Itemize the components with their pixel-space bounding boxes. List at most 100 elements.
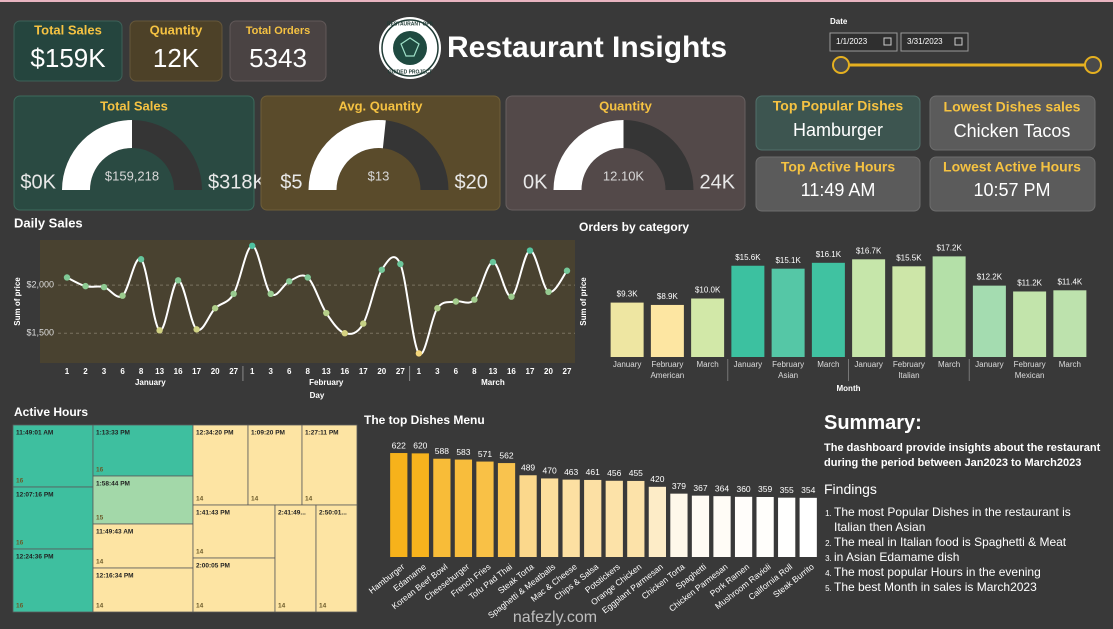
treemap-tile — [92, 523, 194, 569]
x-tick-label: February — [893, 360, 925, 369]
treemap-tile — [192, 424, 249, 506]
bar-value-label: $15.1K — [775, 256, 801, 265]
y-tick-label: $1,500 — [26, 328, 54, 338]
slider-handle[interactable] — [832, 56, 850, 74]
treemap-tile — [12, 548, 94, 613]
line-point — [174, 277, 182, 284]
x-tick-label: March — [817, 360, 839, 369]
line-point — [100, 283, 108, 291]
summary: Summary: The dashboard provide insights … — [824, 412, 1106, 595]
bar-value-label: $9.3K — [617, 290, 639, 299]
line-point — [323, 309, 330, 317]
tile-value: 14 — [96, 603, 104, 610]
slider-handle[interactable] — [1084, 56, 1102, 74]
x-tick-label: February — [772, 360, 804, 369]
line-point — [545, 288, 552, 296]
calendar-icon[interactable] — [954, 37, 963, 46]
line-point — [378, 266, 386, 273]
gauge-fill — [62, 120, 132, 190]
gauge-min: $0K — [20, 171, 56, 193]
x-tick-label: 13 — [155, 367, 164, 376]
tile-label: 11:49:01 AM — [16, 430, 53, 437]
date-label: Date — [830, 17, 848, 26]
kpi-value: 5343 — [249, 43, 307, 73]
line-point — [248, 242, 256, 249]
line-point — [193, 326, 200, 333]
x-group-label: January — [135, 378, 166, 387]
tile-value: 14 — [278, 603, 286, 610]
bar-value-label: 355 — [780, 485, 794, 495]
x-tick-label: 20 — [544, 367, 553, 376]
bar-value-label: 588 — [435, 446, 449, 456]
bar — [972, 285, 1006, 357]
line-point — [156, 327, 163, 334]
bar-value-label: $17.2K — [936, 243, 962, 252]
x-tick-label: 8 — [139, 367, 144, 376]
x-tick-label: 8 — [472, 367, 477, 376]
tile-value: 16 — [16, 540, 24, 547]
findings-title: Findings — [824, 481, 877, 497]
bar — [627, 480, 645, 557]
tile-label: 2:41:49... — [278, 510, 306, 517]
calendar-icon[interactable] — [883, 37, 892, 46]
line-point — [230, 290, 237, 298]
finding: in Asian Edamame dish — [834, 550, 1106, 565]
bar — [497, 463, 516, 557]
x-tick-label: February — [651, 360, 683, 369]
card-label: Lowest Active Hours — [943, 159, 1081, 175]
date-start[interactable]: 1/1/2023 — [836, 37, 868, 46]
bar — [771, 268, 805, 357]
gauge-min: 0K — [523, 171, 548, 193]
date-end[interactable]: 3/31/2023 — [907, 37, 943, 46]
chart-title: The top Dishes Menu — [364, 413, 485, 427]
x-tick-label: 13 — [488, 367, 497, 376]
line-point — [211, 305, 219, 312]
bar-value-label: $12.2K — [977, 273, 1003, 282]
x-tick-label: February — [1014, 360, 1046, 369]
info-card — [929, 156, 1096, 212]
x-tick-label: 20 — [211, 367, 220, 376]
tile-label: 1:13:33 PM — [96, 430, 130, 437]
bar — [433, 458, 451, 557]
x-tick-label: 17 — [192, 367, 201, 376]
x-tick-label: 3 — [435, 367, 440, 376]
tile-label: 2:00:05 PM — [196, 563, 230, 570]
tile-label: 11:49:43 AM — [96, 529, 133, 536]
x-group-label: Mexican — [1015, 371, 1045, 380]
tile-value: 14 — [196, 496, 204, 503]
findings-list: The most Popular Dishes in the restauran… — [824, 505, 1106, 595]
bar-value-label: 379 — [672, 481, 686, 491]
x-tick-label: March — [938, 360, 960, 369]
bar-value-label: 571 — [478, 449, 492, 459]
line-point — [82, 282, 89, 290]
info-card — [929, 95, 1096, 151]
bar-value-label: $11.4K — [1057, 277, 1082, 286]
x-tick-label: 16 — [340, 367, 349, 376]
bar-value-label: 455 — [629, 468, 643, 478]
gauge-title: Total Sales — [100, 98, 168, 113]
kpi-card — [229, 20, 327, 82]
treemap-tile — [92, 424, 194, 477]
chart-title: Orders by category — [579, 220, 689, 234]
x-tick-label: 17 — [359, 367, 368, 376]
tile-label: 12:16:34 PM — [96, 573, 134, 580]
kpi-label: Total Orders — [246, 25, 311, 37]
x-tick-label: 17 — [526, 367, 535, 376]
bar — [892, 266, 926, 357]
x-tick-label: 13 — [322, 367, 331, 376]
tile-value: 14 — [96, 559, 104, 566]
kpi-card — [129, 20, 223, 82]
bar — [731, 265, 765, 357]
date-input[interactable] — [900, 32, 969, 52]
kpi-label: Total Sales — [34, 22, 102, 37]
line-point — [119, 292, 126, 299]
bar-value-label: 360 — [736, 484, 750, 494]
bar-value-label: $15.5K — [896, 253, 922, 262]
line-point — [360, 320, 367, 327]
bar — [691, 495, 710, 557]
date-input[interactable] — [829, 32, 898, 52]
finding: The best Month in sales is March2023 — [834, 580, 1106, 595]
bar-value-label: 359 — [758, 484, 772, 494]
kpi-card — [13, 20, 123, 82]
treemap-tile — [274, 504, 317, 613]
